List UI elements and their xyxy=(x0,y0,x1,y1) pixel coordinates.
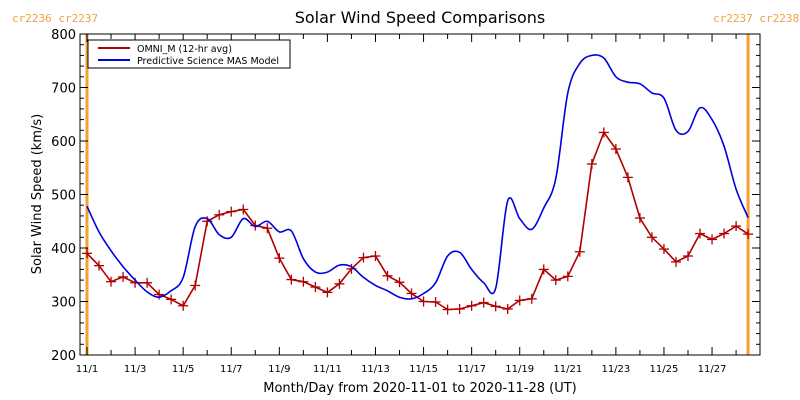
omni-data-point xyxy=(670,256,681,267)
omni-data-point xyxy=(719,228,730,239)
omni-data-point xyxy=(418,296,429,307)
omni-data-point xyxy=(598,127,609,138)
x-tick-label: 11/23 xyxy=(601,364,630,375)
x-tick-label: 11/13 xyxy=(361,364,390,375)
x-tick-label: 11/11 xyxy=(313,364,342,375)
omni-data-point xyxy=(610,144,621,155)
omni-data-point xyxy=(298,276,309,287)
omni-data-point xyxy=(406,288,417,299)
omni-data-point xyxy=(562,271,573,282)
x-tick-label: 11/5 xyxy=(172,364,194,375)
omni-data-point xyxy=(274,253,285,264)
omni-data-point xyxy=(430,297,441,308)
omni-data-point xyxy=(658,244,669,255)
omni-data-point xyxy=(226,206,237,217)
omni-data-point xyxy=(454,303,465,314)
x-tick-label: 11/3 xyxy=(124,364,146,375)
omni-data-point xyxy=(683,251,693,262)
omni-data-point xyxy=(743,229,754,240)
omni-data-point xyxy=(286,274,297,285)
axes: 200 300 400 500 600 700 800 11/1 11/3 11/5 11/7 11/… xyxy=(51,28,760,375)
omni-data-point xyxy=(622,172,633,183)
omni-data-point xyxy=(358,252,369,263)
carrington-label: cr2237 cr2238 xyxy=(713,12,799,25)
omni-data-point xyxy=(646,232,657,243)
omni-data-point xyxy=(94,260,105,271)
x-tick-label: 11/9 xyxy=(268,364,290,375)
omni-data-point xyxy=(178,300,189,311)
omni-data-point xyxy=(394,277,405,288)
omni-data-point xyxy=(142,277,153,288)
omni-data-point xyxy=(214,209,225,220)
omni-data-point xyxy=(262,223,273,234)
omni-data-point xyxy=(634,213,645,224)
y-tick-label: 300 xyxy=(51,296,76,311)
y-tick-label: 400 xyxy=(51,242,76,257)
x-tick-label: 11/1 xyxy=(76,364,98,375)
series-layer xyxy=(82,54,754,315)
y-axis-label: Solar Wind Speed (km/s) xyxy=(30,114,45,274)
omni-data-point xyxy=(82,248,92,259)
omni-data-point xyxy=(731,221,742,232)
omni-data-point xyxy=(310,282,321,293)
omni-data-point xyxy=(695,228,706,239)
omni-data-point xyxy=(238,204,249,215)
x-tick-label: 11/17 xyxy=(457,364,486,375)
x-tick-label: 11/19 xyxy=(505,364,534,375)
y-tick-label: 200 xyxy=(51,349,76,364)
omni-data-point xyxy=(707,234,718,245)
y-tick-label: 600 xyxy=(51,135,76,150)
omni-data-point xyxy=(442,304,453,315)
omni-data-point xyxy=(382,270,393,281)
omni-data-point xyxy=(514,295,525,306)
omni-data-point xyxy=(538,264,549,275)
x-tick-label: 11/27 xyxy=(698,364,727,375)
omni-data-point xyxy=(370,251,381,262)
x-tick-label: 11/25 xyxy=(650,364,679,375)
omni-data-point xyxy=(334,278,345,289)
omni-data-point xyxy=(478,297,489,308)
omni-data-point xyxy=(466,300,477,311)
carrington-label: cr2236 cr2237 xyxy=(12,12,98,25)
y-tick-label: 500 xyxy=(51,189,76,204)
legend-label-omni: OMNI_M (12-hr avg) xyxy=(137,44,232,55)
x-tick-label: 11/15 xyxy=(409,364,438,375)
legend: OMNI_M (12-hr avg) Predictive Science MA… xyxy=(87,39,291,69)
y-tick-label: 700 xyxy=(51,82,76,97)
x-tick-label: 11/7 xyxy=(220,364,242,375)
omni-data-point xyxy=(322,287,333,298)
x-axis-label: Month/Day from 2020-11-01 to 2020-11-28 … xyxy=(263,381,576,396)
omni-data-point xyxy=(526,293,537,304)
omni-data-point xyxy=(118,271,129,282)
omni-data-point xyxy=(190,280,201,291)
chart-title: Solar Wind Speed Comparisons xyxy=(295,8,546,27)
legend-box xyxy=(87,39,291,69)
y-tick-label: 800 xyxy=(51,28,76,43)
omni-data-point xyxy=(550,275,561,286)
omni-data-point xyxy=(586,159,597,170)
omni-data-point xyxy=(490,301,501,312)
omni-data-point xyxy=(166,294,177,305)
x-tick-label: 11/21 xyxy=(553,364,582,375)
omni-data-point xyxy=(574,246,585,257)
mas-model-series-line xyxy=(86,54,749,300)
omni-data-point xyxy=(502,303,513,314)
legend-label-mas-model: Predictive Science MAS Model xyxy=(137,56,279,67)
omni-data-point xyxy=(106,276,117,287)
